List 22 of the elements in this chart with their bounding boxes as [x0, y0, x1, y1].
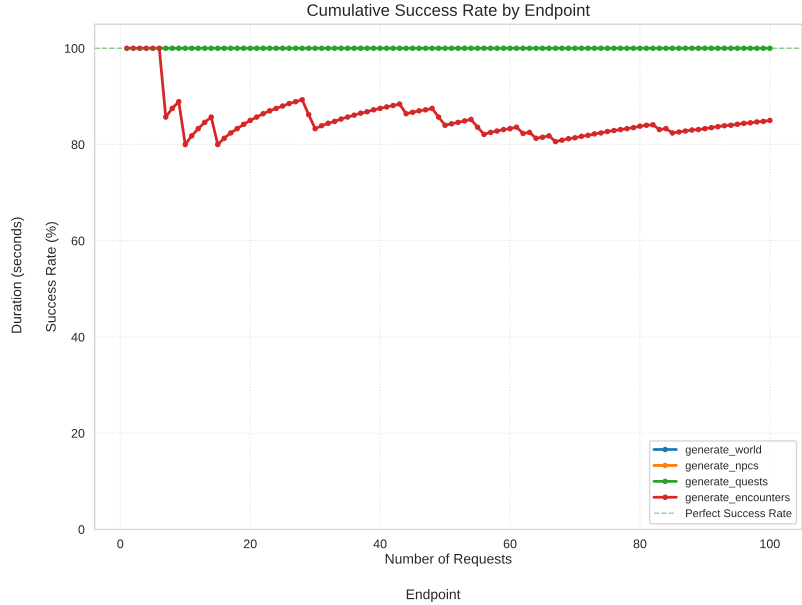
x-tick-label: 100 — [760, 539, 780, 548]
text: Endpoint — [406, 589, 460, 602]
x-tick-label: 20 — [244, 539, 257, 548]
x-tick-label: 40 — [373, 539, 387, 548]
y-tick-label: 100 — [65, 44, 84, 53]
y-tick-label: 20 — [72, 428, 84, 438]
y-tick-label: 0 — [78, 525, 84, 534]
y-tick-label: 60 — [72, 236, 84, 246]
legend-label: generate_quests — [686, 478, 768, 488]
x-axis-title: Number of Requests — [386, 554, 512, 566]
legend-label: generate_encounters — [686, 494, 790, 504]
y-tick-label: 80 — [72, 140, 84, 150]
x-tick-label: 0 — [117, 539, 124, 548]
legend-label: Perfect Success Rate — [686, 509, 792, 518]
x-tick-label: 80 — [634, 539, 646, 548]
legend-label: generate_world — [686, 445, 762, 456]
y-axis-title: Success Rate (%) — [46, 222, 58, 332]
legend-label: generate_npcs — [686, 462, 758, 472]
chart-title: Cumulative Success Rate by Endpoint — [307, 4, 590, 20]
y-tick-label: 40 — [71, 332, 84, 342]
x-tick-label: 60 — [504, 539, 516, 548]
text: Duration (seconds) — [11, 217, 24, 333]
